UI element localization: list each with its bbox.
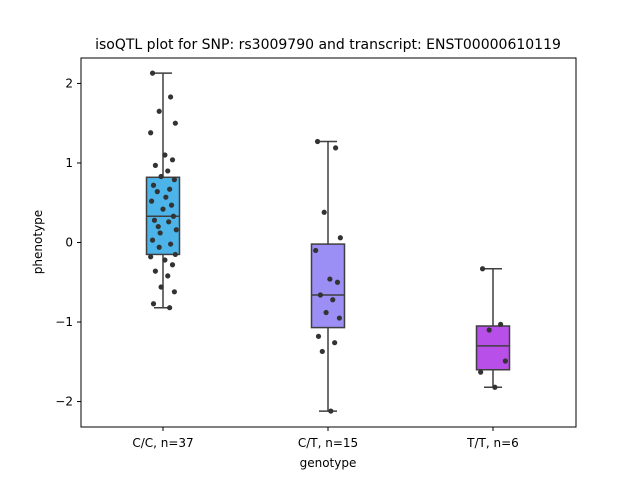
- data-point: [173, 227, 179, 233]
- data-point: [486, 327, 492, 333]
- x-tick-label: C/T, n=15: [298, 436, 358, 450]
- data-point: [150, 301, 157, 307]
- data-point: [502, 358, 508, 364]
- data-point: [168, 94, 174, 100]
- data-point: [155, 223, 161, 230]
- data-point: [171, 177, 177, 183]
- data-point: [165, 273, 171, 279]
- data-point: [157, 230, 163, 236]
- data-point: [314, 138, 321, 145]
- data-point: [319, 348, 325, 355]
- y-axis: −2 −1 0 1 2: [55, 76, 81, 409]
- data-point: [154, 189, 160, 195]
- data-point: [167, 305, 173, 311]
- data-point: [315, 333, 322, 339]
- data-point: [334, 279, 341, 285]
- data-point: [332, 340, 338, 346]
- box-group: [310, 138, 346, 414]
- data-point: [149, 70, 156, 76]
- data-point: [162, 152, 168, 158]
- y-tick-label: 2: [65, 76, 73, 90]
- data-point: [168, 202, 175, 208]
- data-point: [321, 209, 327, 215]
- data-point: [149, 237, 156, 243]
- data-point: [158, 284, 164, 290]
- data-point: [479, 266, 486, 272]
- data-point: [498, 321, 504, 328]
- data-point: [172, 120, 178, 126]
- box-group: [145, 70, 181, 311]
- data-point: [165, 168, 171, 174]
- data-point: [163, 194, 169, 200]
- data-point: [150, 182, 157, 188]
- data-point: [149, 198, 155, 204]
- data-point: [336, 315, 342, 321]
- data-point: [168, 241, 174, 247]
- y-tick-label: 0: [65, 236, 73, 250]
- x-axis: C/C, n=37 C/T, n=15 T/T, n=6: [132, 427, 519, 450]
- chart-title: isoQTL plot for SNP: rs3009790 and trans…: [95, 37, 561, 53]
- data-point: [333, 145, 339, 151]
- data-point: [167, 186, 173, 192]
- data-point: [156, 108, 162, 114]
- y-tick-label: 1: [65, 156, 73, 170]
- data-point: [148, 254, 154, 260]
- x-axis-label: genotype: [300, 456, 357, 470]
- data-point: [166, 219, 172, 225]
- data-point: [327, 276, 333, 282]
- data-point: [160, 206, 166, 212]
- x-tick-label: T/T, n=6: [466, 436, 519, 450]
- data-point: [158, 173, 164, 180]
- x-tick-label: C/C, n=37: [132, 436, 193, 450]
- data-point: [152, 162, 158, 168]
- data-point: [313, 247, 319, 254]
- box-body: [310, 243, 346, 329]
- y-tick-label: −1: [55, 315, 73, 329]
- data-point: [330, 297, 336, 303]
- data-point: [152, 268, 158, 274]
- y-tick-label: −2: [55, 395, 73, 409]
- data-point: [337, 235, 343, 241]
- data-point: [170, 213, 177, 219]
- data-point: [323, 309, 329, 316]
- data-point: [478, 369, 484, 375]
- data-point: [148, 130, 154, 136]
- data-point: [151, 217, 158, 223]
- data-point: [169, 262, 176, 268]
- box-group: [475, 266, 511, 390]
- data-point: [492, 384, 498, 390]
- data-point: [162, 257, 168, 263]
- y-axis-label: phenotype: [31, 210, 45, 274]
- data-point: [317, 292, 323, 298]
- data-point: [172, 251, 178, 258]
- data-point: [169, 157, 176, 163]
- plot-area: [145, 70, 511, 414]
- data-point: [156, 244, 162, 250]
- data-point: [171, 289, 177, 295]
- data-point: [328, 408, 334, 414]
